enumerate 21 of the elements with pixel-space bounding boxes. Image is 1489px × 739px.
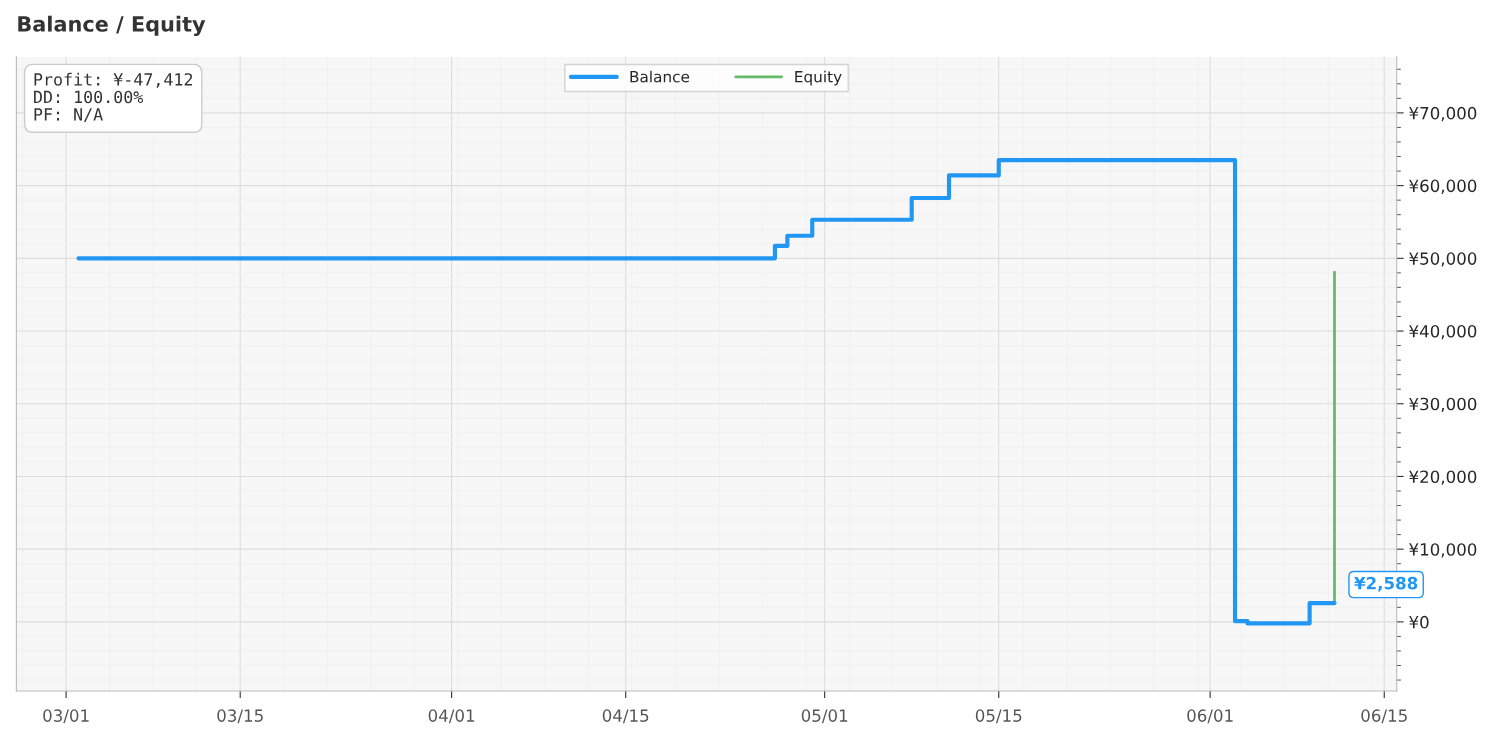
chart-title: Balance / Equity: [18, 15, 206, 37]
x-tick-label: 06/01: [1187, 709, 1233, 724]
x-tick-label: 05/15: [975, 709, 1022, 724]
annotation: ¥2,588: [1354, 576, 1418, 592]
legend-label: Equity: [795, 70, 842, 86]
x-tick-label: 03/01: [43, 709, 89, 724]
y-tick-label: ¥30,000: [1409, 397, 1477, 413]
y-tick-label: ¥0: [1409, 615, 1429, 629]
y-tick-label: ¥50,000: [1409, 252, 1477, 267]
y-tick-label: ¥60,000: [1409, 179, 1477, 194]
x-tick-label: 05/01: [801, 709, 848, 724]
y-tick-label: ¥10,000: [1409, 543, 1477, 558]
y-tick-label: ¥70,000: [1409, 106, 1477, 122]
y-tick-label: ¥40,000: [1409, 325, 1477, 340]
x-tick-label: 03/15: [217, 709, 263, 724]
legend-label: Balance: [630, 70, 690, 83]
y-tick-label: ¥20,000: [1409, 470, 1477, 485]
annotation: Profit: ¥-47,412 DD: 100.00% PF: N/A: [34, 72, 193, 123]
x-tick-label: 04/01: [428, 709, 475, 724]
x-tick-label: 04/15: [602, 709, 649, 724]
x-tick-label: 06/15: [1361, 709, 1407, 724]
